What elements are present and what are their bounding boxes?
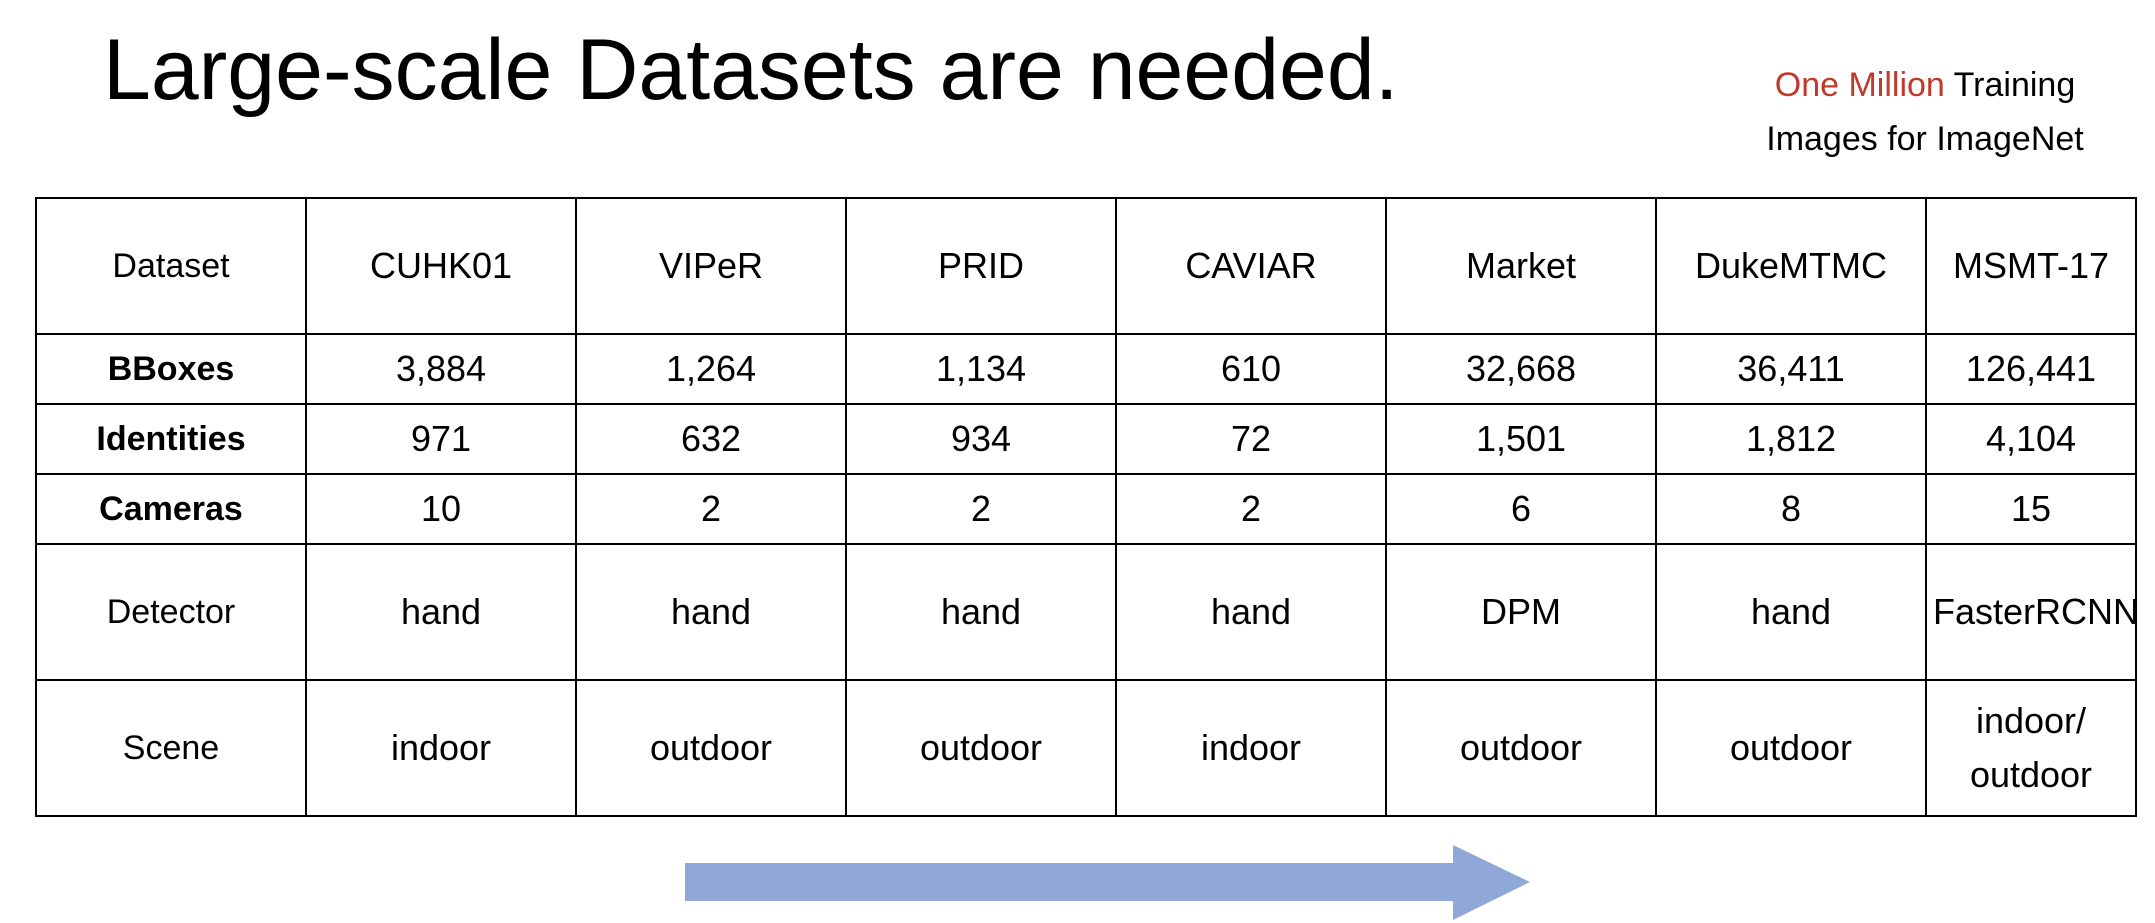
header-cell: MSMT-17 — [1925, 197, 2137, 335]
table-cell: 2 — [1115, 473, 1387, 545]
table-cell: hand — [1655, 543, 1927, 681]
table-row-cameras: Cameras 10 2 2 2 6 8 15 — [35, 473, 2137, 545]
header-cell: DukeMTMC — [1655, 197, 1927, 335]
scale-arrow-shape — [685, 845, 1530, 920]
table-cell: 8 — [1655, 473, 1927, 545]
table-cell: 1,812 — [1655, 403, 1927, 475]
table-row-detector: Detector hand hand hand hand DPM hand Fa… — [35, 543, 2139, 681]
table-row-scene: Scene indoor outdoor outdoor indoor outd… — [35, 679, 2137, 817]
scale-arrow-icon — [685, 845, 1530, 920]
table-cell: 15 — [1925, 473, 2137, 545]
table-cell: DPM — [1385, 543, 1657, 681]
table-cell: outdoor — [575, 679, 847, 817]
table-cell: 632 — [575, 403, 847, 475]
table-row-bboxes: BBoxes 3,884 1,264 1,134 610 32,668 36,4… — [35, 333, 2137, 405]
table-cell: outdoor — [1655, 679, 1927, 817]
table-cell: 3,884 — [305, 333, 577, 405]
imagenet-note-line2: Images for ImageNet — [1766, 120, 2084, 158]
table-cell: 32,668 — [1385, 333, 1657, 405]
header-cell: CAVIAR — [1115, 197, 1387, 335]
table-cell: 610 — [1115, 333, 1387, 405]
table-cell: 6 — [1385, 473, 1657, 545]
row-label-cell: Identities — [35, 403, 307, 475]
slide-title: Large-scale Datasets are needed. — [103, 22, 1399, 118]
header-label-cell: Dataset — [35, 197, 307, 335]
table-cell: indoor — [1115, 679, 1387, 817]
table-cell: 934 — [845, 403, 1117, 475]
table-header-row: Dataset CUHK01 VIPeR PRID CAVIAR Market … — [35, 197, 2137, 335]
imagenet-note: One Million Training Images for ImageNet — [1705, 58, 2145, 166]
row-label-cell: Cameras — [35, 473, 307, 545]
table-cell: 10 — [305, 473, 577, 545]
table-cell: 1,501 — [1385, 403, 1657, 475]
table-cell: 2 — [575, 473, 847, 545]
table-cell: 1,134 — [845, 333, 1117, 405]
imagenet-note-accent: One Million — [1774, 66, 1945, 104]
table-cell: 971 — [305, 403, 577, 475]
imagenet-note-line1: One Million Training — [1705, 58, 2145, 112]
table-cell: hand — [575, 543, 847, 681]
header-cell: Market — [1385, 197, 1657, 335]
table-row-identities: Identities 971 632 934 72 1,501 1,812 4,… — [35, 403, 2137, 475]
table-cell: indoor/ outdoor — [1925, 679, 2137, 817]
table-cell: 36,411 — [1655, 333, 1927, 405]
table-cell: 4,104 — [1925, 403, 2137, 475]
header-cell: VIPeR — [575, 197, 847, 335]
table-cell: outdoor — [845, 679, 1117, 817]
table-cell: 2 — [845, 473, 1117, 545]
header-cell: CUHK01 — [305, 197, 577, 335]
row-label-cell: BBoxes — [35, 333, 307, 405]
table-cell: 1,264 — [575, 333, 847, 405]
dataset-comparison-table: Dataset CUHK01 VIPeR PRID CAVIAR Market … — [35, 197, 2139, 817]
table-cell: hand — [1115, 543, 1387, 681]
table-cell: indoor — [305, 679, 577, 817]
table-cell: hand — [845, 543, 1117, 681]
row-label-cell: Detector — [35, 543, 307, 681]
table-cell: hand — [305, 543, 577, 681]
table-cell: outdoor — [1385, 679, 1657, 817]
row-label-cell: Scene — [35, 679, 307, 817]
table-cell: FasterRCNN — [1925, 543, 2139, 681]
imagenet-note-rest: Training — [1944, 66, 2076, 104]
table-cell: 72 — [1115, 403, 1387, 475]
table-cell: 126,441 — [1925, 333, 2137, 405]
header-cell: PRID — [845, 197, 1117, 335]
